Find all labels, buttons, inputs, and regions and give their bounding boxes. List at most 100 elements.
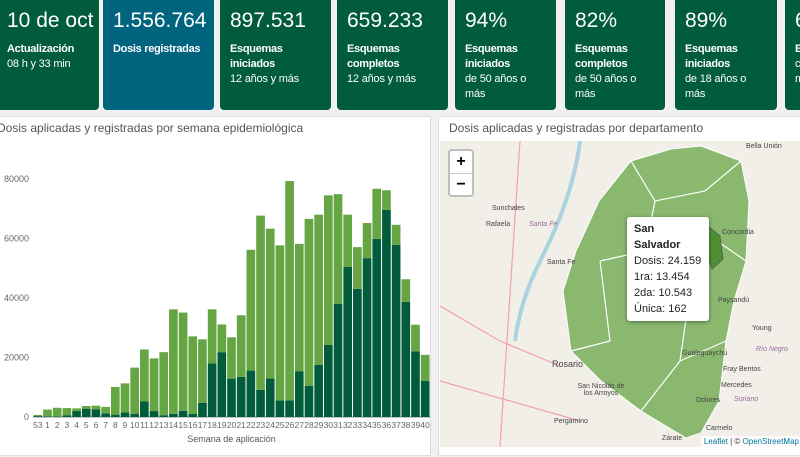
bar-segment-registered[interactable]: [120, 383, 130, 413]
bar-segment-registered[interactable]: [33, 414, 43, 417]
bar-segment-registered[interactable]: [140, 349, 149, 402]
bar-segment-applied[interactable]: [236, 376, 246, 417]
y-tick-label: 20000: [4, 353, 29, 363]
stat-sub: 08 h y 33 min: [7, 58, 71, 70]
bar-segment-applied[interactable]: [343, 266, 353, 417]
bar-segment-applied[interactable]: [411, 351, 420, 417]
bar-segment-applied[interactable]: [43, 416, 52, 417]
bar-segment-applied[interactable]: [333, 303, 343, 417]
stat-card: 897.531 Esquemas iniciados 12 años y más: [220, 0, 331, 110]
bar-segment-applied[interactable]: [198, 402, 207, 417]
bar-segment-applied[interactable]: [362, 258, 372, 417]
bar-segment-registered[interactable]: [420, 354, 430, 381]
bar-segment-applied[interactable]: [188, 414, 198, 417]
bar-segment-registered[interactable]: [72, 408, 81, 412]
bar-segment-registered[interactable]: [411, 324, 420, 352]
bar-segment-registered[interactable]: [382, 190, 391, 210]
zoom-out-button[interactable]: −: [450, 173, 472, 195]
bar-segment-applied[interactable]: [149, 411, 159, 417]
bar-segment-applied[interactable]: [275, 400, 285, 417]
bar-segment-applied[interactable]: [110, 414, 120, 417]
bar-segment-registered[interactable]: [275, 245, 285, 401]
bar-segment-applied[interactable]: [169, 413, 178, 417]
bar-segment-applied[interactable]: [382, 209, 391, 417]
bar-segment-registered[interactable]: [391, 224, 401, 245]
bar-segment-registered[interactable]: [372, 188, 382, 239]
y-tick-label: 80000: [4, 174, 29, 184]
bar-segment-registered[interactable]: [401, 279, 411, 302]
bar-segment-applied[interactable]: [62, 415, 72, 417]
bar-segment-applied[interactable]: [81, 408, 91, 417]
bar-segment-registered[interactable]: [178, 312, 188, 411]
bar-segment-registered[interactable]: [62, 408, 72, 416]
x-tick-label: 40: [420, 420, 430, 430]
bar-segment-applied[interactable]: [246, 370, 256, 417]
bar-segment-registered[interactable]: [149, 358, 159, 412]
bar-segment-applied[interactable]: [323, 345, 333, 417]
bar-segment-registered[interactable]: [169, 309, 178, 414]
bar-segment-applied[interactable]: [120, 412, 130, 417]
bar-segment-registered[interactable]: [246, 249, 256, 371]
bar-segment-registered[interactable]: [159, 352, 169, 416]
bar-segment-applied[interactable]: [227, 378, 236, 417]
bar-segment-registered[interactable]: [236, 315, 246, 377]
bar-segment-applied[interactable]: [130, 414, 140, 417]
bar-segment-applied[interactable]: [72, 411, 81, 417]
bar-segment-applied[interactable]: [159, 415, 169, 417]
bar-segment-registered[interactable]: [217, 324, 227, 353]
bar-segment-registered[interactable]: [91, 405, 101, 410]
bar-segment-applied[interactable]: [140, 401, 149, 417]
bar-segment-registered[interactable]: [362, 223, 372, 259]
bar-segment-applied[interactable]: [33, 416, 43, 417]
bar-segment-registered[interactable]: [265, 228, 275, 379]
bar-segment-applied[interactable]: [314, 364, 323, 417]
bar-segment-registered[interactable]: [256, 215, 265, 390]
bar-segment-registered[interactable]: [314, 214, 323, 365]
bar-segment-registered[interactable]: [110, 386, 120, 415]
bar-segment-registered[interactable]: [343, 214, 353, 267]
leaflet-link[interactable]: Leaflet: [703, 437, 728, 446]
bar-segment-registered[interactable]: [304, 218, 314, 386]
bar-segment-applied[interactable]: [391, 244, 401, 417]
bar-segment-registered[interactable]: [198, 339, 207, 403]
bar-segment-applied[interactable]: [401, 301, 411, 417]
place-label: Concordia: [722, 229, 754, 236]
bar-segment-registered[interactable]: [353, 247, 362, 289]
bar-segment-registered[interactable]: [81, 405, 91, 409]
bar-segment-registered[interactable]: [323, 195, 333, 346]
stat-sub: 12 años y más: [347, 73, 416, 85]
bar-segment-applied[interactable]: [304, 385, 314, 417]
bar-segment-applied[interactable]: [285, 400, 294, 417]
x-tick-label: 15: [178, 420, 188, 430]
zoom-in-button[interactable]: +: [456, 153, 466, 170]
bar-segment-registered[interactable]: [207, 309, 217, 364]
bar-segment-applied[interactable]: [217, 352, 227, 417]
bar-segment-registered[interactable]: [130, 367, 140, 415]
bar-segment-applied[interactable]: [178, 410, 188, 417]
bar-segment-registered[interactable]: [285, 181, 294, 401]
bar-segment-registered[interactable]: [52, 407, 62, 417]
bar-segment-applied[interactable]: [372, 238, 382, 417]
bar-segment-registered[interactable]: [333, 194, 343, 304]
bar-segment-applied[interactable]: [101, 413, 110, 417]
bar-segment-registered[interactable]: [43, 409, 52, 417]
bar-segment-applied[interactable]: [294, 371, 304, 417]
x-tick-label: 22: [246, 420, 256, 430]
bar-segment-applied[interactable]: [207, 363, 217, 417]
osm-link[interactable]: OpenStreetMap: [742, 437, 799, 446]
bar-segment-applied[interactable]: [256, 389, 265, 417]
bar-segment-applied[interactable]: [353, 288, 362, 417]
stat-card: 10 de oct Actualización 08 h y 33 min: [0, 0, 99, 110]
bar-segment-applied[interactable]: [91, 409, 101, 417]
bar-segment-registered[interactable]: [188, 336, 198, 415]
bar-segment-registered[interactable]: [101, 406, 110, 414]
bar-segment-applied[interactable]: [265, 378, 275, 417]
bar-segment-applied[interactable]: [420, 380, 430, 417]
x-tick-label: 34: [362, 420, 372, 430]
bar-segment-registered[interactable]: [294, 243, 304, 372]
bar-segment-registered[interactable]: [227, 337, 236, 379]
x-tick-label: 12: [149, 420, 159, 430]
map[interactable]: Bella Unión Sunchales Rafaela Santa Fe S…: [440, 141, 800, 447]
bar-segment-applied[interactable]: [52, 416, 62, 417]
